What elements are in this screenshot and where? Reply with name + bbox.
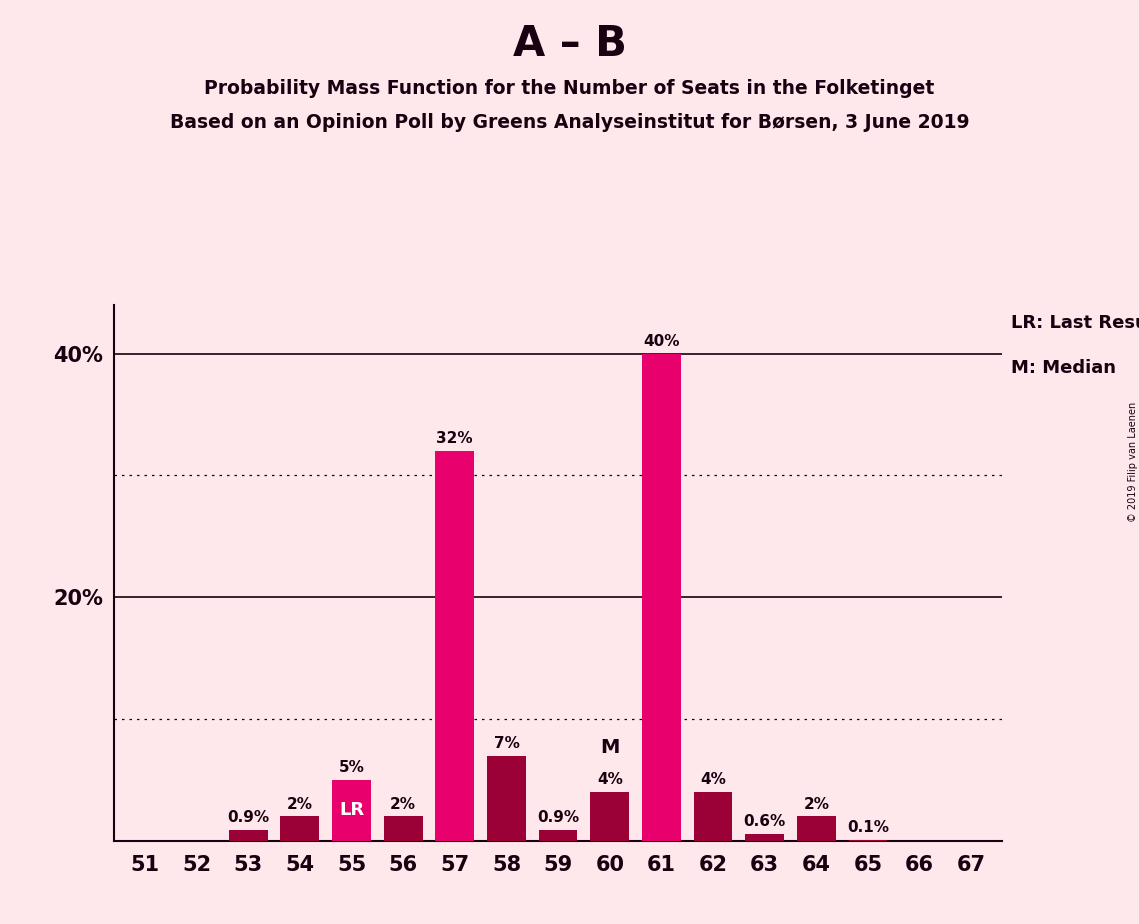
Text: Probability Mass Function for the Number of Seats in the Folketinget: Probability Mass Function for the Number… xyxy=(204,79,935,98)
Text: 0.9%: 0.9% xyxy=(538,810,579,825)
Text: 32%: 32% xyxy=(436,432,473,446)
Bar xyxy=(745,833,784,841)
Text: 4%: 4% xyxy=(597,772,623,787)
Bar xyxy=(642,354,681,841)
Text: 5%: 5% xyxy=(338,760,364,775)
Text: M: Median: M: Median xyxy=(1011,359,1116,377)
Text: 2%: 2% xyxy=(803,796,829,811)
Bar xyxy=(694,792,732,841)
Text: LR: Last Result: LR: Last Result xyxy=(1011,314,1139,333)
Text: 2%: 2% xyxy=(391,796,416,811)
Bar xyxy=(590,792,629,841)
Text: 0.9%: 0.9% xyxy=(227,810,269,825)
Text: 0.1%: 0.1% xyxy=(847,820,890,834)
Bar xyxy=(280,817,319,841)
Text: 0.6%: 0.6% xyxy=(744,814,786,829)
Text: M: M xyxy=(600,737,620,757)
Bar xyxy=(333,780,371,841)
Bar xyxy=(539,830,577,841)
Bar xyxy=(797,817,836,841)
Bar xyxy=(229,830,268,841)
Bar xyxy=(487,756,526,841)
Text: LR: LR xyxy=(339,801,364,820)
Text: 2%: 2% xyxy=(287,796,313,811)
Bar xyxy=(435,451,474,841)
Text: A – B: A – B xyxy=(513,23,626,65)
Text: Based on an Opinion Poll by Greens Analyseinstitut for Børsen, 3 June 2019: Based on an Opinion Poll by Greens Analy… xyxy=(170,113,969,132)
Text: 40%: 40% xyxy=(644,334,680,348)
Text: 4%: 4% xyxy=(700,772,726,787)
Bar xyxy=(384,817,423,841)
Text: 7%: 7% xyxy=(493,736,519,750)
Bar xyxy=(849,840,887,841)
Text: © 2019 Filip van Laenen: © 2019 Filip van Laenen xyxy=(1129,402,1138,522)
